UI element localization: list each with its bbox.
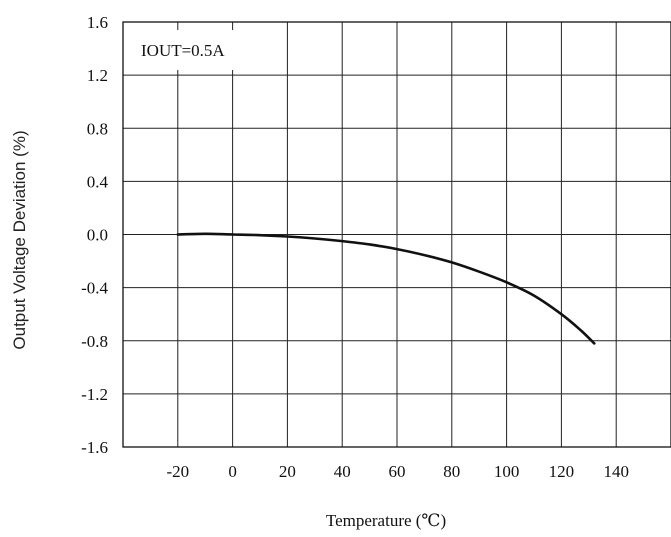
y-tick-label: -0.4 bbox=[81, 279, 108, 298]
x-tick-label: 0 bbox=[228, 462, 237, 481]
y-tick-label: 1.2 bbox=[87, 66, 108, 85]
annotation-box bbox=[125, 30, 270, 70]
series-layer bbox=[176, 232, 596, 345]
x-tick-label: 60 bbox=[389, 462, 406, 481]
plot-frame bbox=[122, 21, 671, 448]
y-tick-label: 0.4 bbox=[87, 172, 109, 191]
x-axis-label: Temperature (℃) bbox=[326, 511, 446, 530]
x-tick-labels: -20 0 20 40 60 80 100 120 140 bbox=[166, 462, 628, 481]
x-tick-label: -20 bbox=[166, 462, 189, 481]
x-tick-label: 20 bbox=[279, 462, 296, 481]
series-line bbox=[176, 232, 596, 345]
y-tick-label: 1.6 bbox=[87, 13, 108, 32]
y-tick-label: -0.8 bbox=[81, 332, 108, 351]
y-tick-label: -1.2 bbox=[81, 385, 108, 404]
x-tick-label: 40 bbox=[334, 462, 351, 481]
x-tick-label: 80 bbox=[443, 462, 460, 481]
y-axis-label: Output Voltage Deviation (%) bbox=[10, 130, 29, 349]
y-tick-label: 0.0 bbox=[87, 226, 108, 245]
y-tick-labels: 1.6 1.2 0.8 0.4 0.0 -0.4 -0.8 -1.2 -1.6 bbox=[81, 13, 108, 457]
y-tick-label: -1.6 bbox=[81, 438, 108, 457]
x-tick-label: 140 bbox=[603, 462, 629, 481]
x-tick-label: 120 bbox=[549, 462, 575, 481]
annotation-label: IOUT=0.5A bbox=[141, 41, 225, 60]
y-tick-label: 0.8 bbox=[87, 119, 108, 138]
x-tick-label: 100 bbox=[494, 462, 520, 481]
